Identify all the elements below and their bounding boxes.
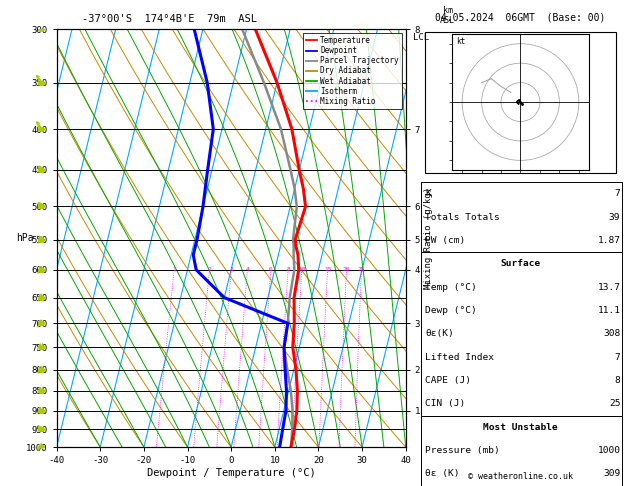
Text: kt: kt — [457, 37, 465, 46]
Legend: Temperature, Dewpoint, Parcel Trajectory, Dry Adiabat, Wet Adiabat, Isotherm, Mi: Temperature, Dewpoint, Parcel Trajectory… — [303, 33, 402, 109]
Bar — [421, 182, 623, 252]
Text: 3: 3 — [230, 267, 233, 272]
Text: Dewp (°C): Dewp (°C) — [425, 306, 477, 315]
Text: Totals Totals: Totals Totals — [425, 213, 500, 222]
Text: km
ASL: km ASL — [440, 5, 455, 25]
Text: CAPE (J): CAPE (J) — [425, 376, 471, 385]
Text: θε (K): θε (K) — [425, 469, 460, 478]
Text: 15: 15 — [324, 267, 331, 272]
Text: © weatheronline.co.uk: © weatheronline.co.uk — [468, 472, 573, 481]
Text: 13.7: 13.7 — [598, 283, 620, 292]
Text: 8: 8 — [286, 267, 290, 272]
Text: 4: 4 — [245, 267, 249, 272]
Text: 309: 309 — [603, 469, 620, 478]
Text: 7: 7 — [615, 190, 620, 198]
Text: -37°00'S  174°4B'E  79m  ASL: -37°00'S 174°4B'E 79m ASL — [82, 14, 257, 24]
Bar — [421, 252, 623, 416]
Text: PW (cm): PW (cm) — [425, 236, 465, 245]
Text: 308: 308 — [603, 330, 620, 338]
Text: Pressure (mb): Pressure (mb) — [425, 446, 500, 455]
Text: hPa: hPa — [16, 233, 34, 243]
X-axis label: Dewpoint / Temperature (°C): Dewpoint / Temperature (°C) — [147, 468, 316, 478]
Text: K: K — [425, 190, 431, 198]
Text: 8: 8 — [615, 376, 620, 385]
Text: Most Unstable: Most Unstable — [483, 423, 558, 432]
Text: 2: 2 — [208, 267, 211, 272]
Text: 25: 25 — [358, 267, 365, 272]
Y-axis label: Mixing Ratio (g/kg): Mixing Ratio (g/kg) — [425, 187, 433, 289]
Text: 1000: 1000 — [598, 446, 620, 455]
Text: 04.05.2024  06GMT  (Base: 00): 04.05.2024 06GMT (Base: 00) — [435, 12, 606, 22]
Text: LCL: LCL — [413, 34, 429, 42]
Bar — [425, 32, 616, 173]
Text: 1.87: 1.87 — [598, 236, 620, 245]
Text: 10: 10 — [298, 267, 306, 272]
Text: Surface: Surface — [501, 260, 540, 268]
Text: θε(K): θε(K) — [425, 330, 454, 338]
Text: CIN (J): CIN (J) — [425, 399, 465, 408]
Bar — [421, 416, 623, 486]
Text: 25: 25 — [609, 399, 620, 408]
Text: 39: 39 — [609, 213, 620, 222]
Text: 7: 7 — [615, 353, 620, 362]
Text: 20: 20 — [343, 267, 350, 272]
Text: 1: 1 — [172, 267, 176, 272]
Text: 6: 6 — [269, 267, 273, 272]
Text: Temp (°C): Temp (°C) — [425, 283, 477, 292]
Text: 11.1: 11.1 — [598, 306, 620, 315]
Text: Lifted Index: Lifted Index — [425, 353, 494, 362]
